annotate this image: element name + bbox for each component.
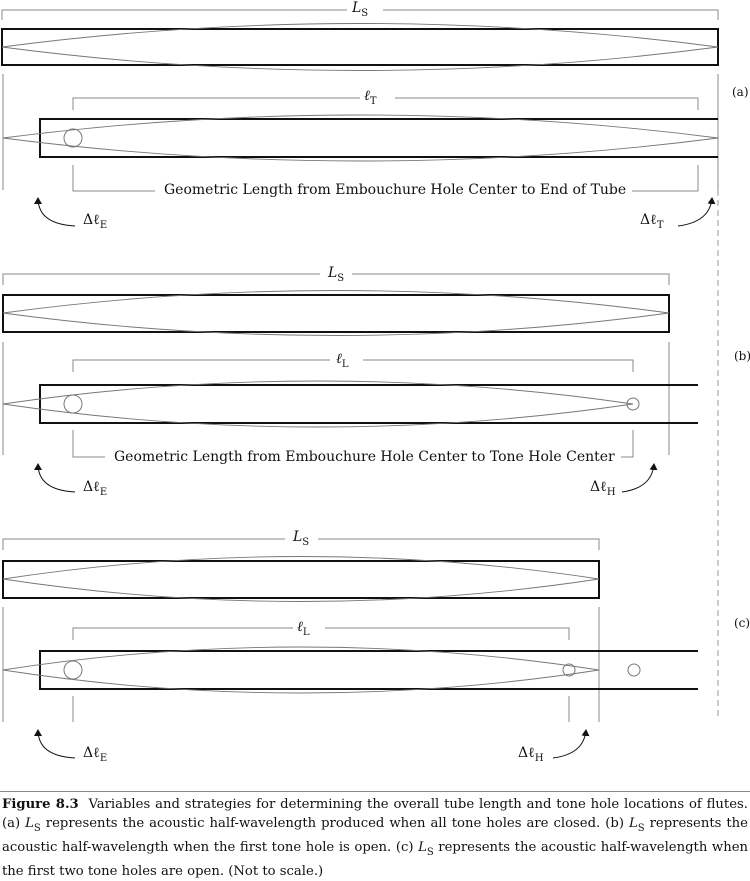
panel-a-delta-right: ΔℓT (640, 212, 664, 231)
panel-c-embouchure-hole (63, 660, 83, 680)
panel-b (2, 273, 698, 493)
panel-a-arrow-left (34, 197, 76, 227)
figure-drawing (1, 9, 719, 759)
panel-b-arrow-right (621, 463, 658, 493)
panel-b-ls-dimension (2, 273, 670, 285)
panel-a-standing-wave-tube (1, 28, 719, 66)
panel-b-standing-wave-tube (2, 294, 670, 333)
panel-c (2, 538, 698, 759)
panel-c-ell-dimension (72, 627, 570, 640)
panel-a-embouchure-hole (63, 128, 83, 148)
panel-a-ls-label: LS (352, 0, 369, 19)
panel-a-tag: (a) (732, 85, 749, 99)
panel-a-ellt-label: ℓT (364, 88, 377, 107)
panel-b-flute-body (39, 384, 698, 424)
panel-a-ls-dimension (1, 9, 719, 20)
panel-a-delta-left: ΔℓE (83, 212, 108, 231)
panel-a-ellt-dimension (72, 97, 699, 110)
panel-c-ls-label: LS (293, 529, 310, 548)
panel-c-tag: (c) (734, 616, 750, 630)
panel-c-tone-hole-2 (627, 663, 641, 677)
panel-c-ls-dimension (2, 538, 600, 550)
panel-c-delta-left: ΔℓE (83, 745, 108, 764)
panel-b-tag: (b) (734, 349, 750, 363)
panel-a-flute-body (39, 118, 718, 158)
flute-length-figure: (a) LS ℓT Geometric Length from Embouchu… (1, 0, 750, 764)
panel-a-flute-envelope (2, 114, 719, 162)
panel-b-ell-dimension (72, 359, 634, 372)
panel-b-standing-wave-envelope (2, 290, 670, 336)
panel-a-description: Geometric Length from Embouchure Hole Ce… (158, 183, 633, 197)
panel-c-flute-envelope (2, 646, 600, 694)
figure-caption-label: Figure 8.3 (2, 797, 79, 812)
figure-caption: Figure 8.3 Variables and strategies for … (2, 797, 748, 879)
panel-c-ell-label: ℓL (297, 619, 310, 638)
caption-rule (0, 791, 750, 792)
panel-b-flute-envelope (2, 380, 634, 428)
panel-c-flute-body (39, 650, 698, 690)
panel-a (1, 9, 719, 227)
panel-b-arrow-left (34, 463, 76, 493)
panel-b-embouchure-hole (63, 394, 83, 414)
panel-b-description: Geometric Length from Embouchure Hole Ce… (108, 450, 621, 464)
panel-b-delta-left: ΔℓE (83, 479, 108, 498)
panel-c-tone-hole-1 (562, 663, 576, 677)
panel-a-arrow-right (677, 197, 716, 227)
panel-b-delta-right: ΔℓH (590, 479, 616, 498)
panel-c-arrow-right (552, 729, 590, 759)
panel-b-tone-hole (626, 397, 640, 411)
panel-c-standing-wave-tube (2, 560, 600, 599)
panel-b-ell-label: ℓL (336, 351, 349, 370)
panel-c-arrow-left (34, 729, 76, 759)
panel-c-delta-right: ΔℓH (518, 745, 544, 764)
panel-b-ls-label: LS (328, 265, 345, 284)
panel-c-standing-wave-envelope (2, 556, 600, 602)
panel-a-standing-wave-envelope (1, 23, 719, 71)
